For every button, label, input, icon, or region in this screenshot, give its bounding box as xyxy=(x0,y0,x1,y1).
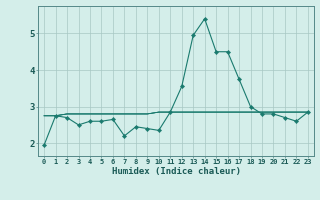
X-axis label: Humidex (Indice chaleur): Humidex (Indice chaleur) xyxy=(111,167,241,176)
